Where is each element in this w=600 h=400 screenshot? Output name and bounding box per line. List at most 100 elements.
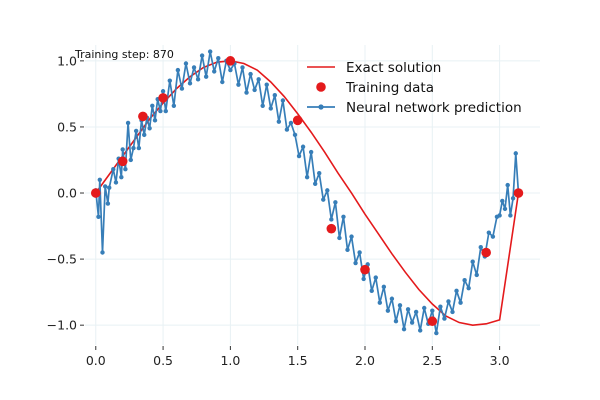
- nn-prediction-point-98: [450, 309, 455, 315]
- nn-prediction-point-82: [385, 308, 391, 313]
- nn-prediction-point-45: [236, 82, 241, 87]
- legend-exact-solution-label: Exact solution: [346, 60, 441, 76]
- nn-prediction-point-103: [470, 259, 475, 264]
- y-axis-ticks: −1.0 −0.5 0.0 0.5 1.0: [47, 53, 84, 333]
- nn-prediction-point-12: [123, 167, 128, 172]
- nn-prediction-point-64: [312, 181, 318, 186]
- training-data-point-2: [138, 111, 148, 122]
- nn-prediction-point-8: [113, 180, 119, 185]
- y-tick-label-0: −1.0: [47, 318, 77, 333]
- nn-prediction-point-5: [105, 201, 111, 206]
- nn-prediction-point-58: [288, 120, 294, 126]
- nn-prediction-point-40: [216, 56, 221, 61]
- nn-prediction-point-29: [171, 103, 177, 108]
- nn-prediction-point-74: [353, 260, 358, 266]
- nn-prediction-point-50: [256, 77, 261, 82]
- nn-prediction-point-25: [158, 108, 163, 114]
- nn-prediction-point-84: [393, 319, 399, 324]
- nn-prediction-point-105: [478, 245, 483, 250]
- x-tick-label-1: 0.5: [153, 353, 173, 368]
- nn-prediction-point-102: [466, 285, 471, 291]
- nn-prediction-point-59: [292, 132, 298, 138]
- x-tick-label-4: 2.0: [355, 353, 375, 368]
- nn-prediction-point-72: [345, 247, 350, 253]
- nn-prediction-point-79: [373, 275, 378, 280]
- nn-prediction-point-100: [458, 300, 463, 305]
- nn-prediction-point-75: [357, 250, 362, 255]
- nn-prediction-point-4: [102, 184, 108, 189]
- nn-prediction-point-97: [446, 299, 451, 304]
- legend-nn-prediction-swatch-dot: [318, 104, 324, 110]
- nn-prediction-point-57: [284, 127, 290, 132]
- nn-prediction-point-51: [260, 103, 265, 108]
- neural-network-prediction-series: [93, 49, 521, 336]
- nn-prediction-point-89: [413, 309, 419, 315]
- nn-prediction-point-34: [191, 65, 197, 70]
- nn-prediction-point-3: [100, 250, 105, 255]
- nn-prediction-point-55: [276, 119, 282, 124]
- nn-prediction-point-87: [405, 307, 411, 312]
- nn-prediction-point-26: [160, 89, 166, 94]
- nn-prediction-point-91: [422, 305, 427, 311]
- nn-prediction-point-54: [272, 93, 278, 98]
- nn-prediction-point-13: [125, 120, 131, 126]
- nn-prediction-point-88: [409, 320, 415, 325]
- nn-prediction-point-28: [167, 78, 173, 83]
- x-tick-label-2: 1.0: [220, 353, 240, 368]
- training-step-annotation: Training step: 870: [74, 48, 174, 61]
- nn-prediction-point-76: [361, 276, 366, 282]
- nn-prediction-point-70: [337, 235, 342, 241]
- nn-prediction-point-23: [152, 118, 158, 123]
- training-data-point-0: [90, 188, 101, 198]
- y-tick-label-2: 0.0: [57, 186, 77, 201]
- x-tick-label-5: 2.5: [422, 353, 442, 368]
- legend: Exact solution Training data Neural netw…: [307, 60, 522, 116]
- nn-prediction-point-67: [325, 188, 330, 193]
- nn-prediction-point-63: [308, 149, 314, 155]
- nn-prediction-point-80: [377, 300, 383, 305]
- nn-prediction-point-7: [111, 167, 116, 172]
- nn-prediction-point-2: [97, 177, 103, 183]
- nn-prediction-point-101: [462, 278, 467, 283]
- nn-prediction-point-36: [199, 53, 205, 58]
- nn-prediction-point-96: [442, 316, 447, 321]
- nn-prediction-point-85: [397, 303, 403, 308]
- x-tick-label-3: 1.5: [288, 353, 308, 368]
- training-data-point-3: [158, 93, 168, 103]
- training-data-point-10: [513, 188, 524, 198]
- training-data-point-4: [225, 56, 236, 66]
- training-data-point-7: [360, 264, 370, 275]
- nn-prediction-point-16: [133, 128, 139, 134]
- nn-prediction-point-62: [304, 174, 310, 180]
- x-tick-label-0: 0.0: [86, 353, 106, 368]
- nn-prediction-point-41: [220, 79, 225, 85]
- nn-prediction-point-10: [119, 174, 124, 180]
- x-axis-ticks: 0.0 0.5 1.0 1.5 2.0 2.5 3.0: [86, 346, 510, 368]
- legend-training-data-label: Training data: [345, 80, 434, 96]
- training-data-series: [90, 56, 524, 327]
- nn-prediction-point-15: [131, 145, 136, 151]
- nn-prediction-point-112: [502, 206, 508, 212]
- training-data-point-9: [481, 247, 491, 258]
- nn-prediction-point-60: [296, 153, 302, 159]
- grid: [85, 45, 540, 345]
- nn-prediction-point-27: [163, 108, 168, 114]
- nn-prediction-point-111: [500, 198, 505, 204]
- nn-prediction-point-14: [128, 157, 133, 163]
- nn-prediction-point-35: [195, 77, 201, 82]
- y-tick-label-3: 0.5: [57, 119, 77, 134]
- nn-prediction-point-1: [96, 214, 101, 220]
- nn-prediction-point-66: [321, 197, 326, 202]
- nn-prediction-point-53: [268, 106, 273, 111]
- nn-prediction-point-37: [203, 74, 209, 79]
- nn-prediction-point-68: [329, 217, 334, 222]
- nn-prediction-point-49: [252, 87, 257, 93]
- nn-prediction-point-56: [280, 98, 286, 103]
- nn-prediction-point-69: [333, 200, 338, 205]
- nn-prediction-point-22: [150, 103, 155, 108]
- nn-prediction-point-47: [244, 90, 249, 95]
- nn-prediction-point-78: [369, 288, 374, 294]
- nn-prediction-point-108: [490, 234, 496, 239]
- nn-prediction-point-11: [120, 147, 125, 152]
